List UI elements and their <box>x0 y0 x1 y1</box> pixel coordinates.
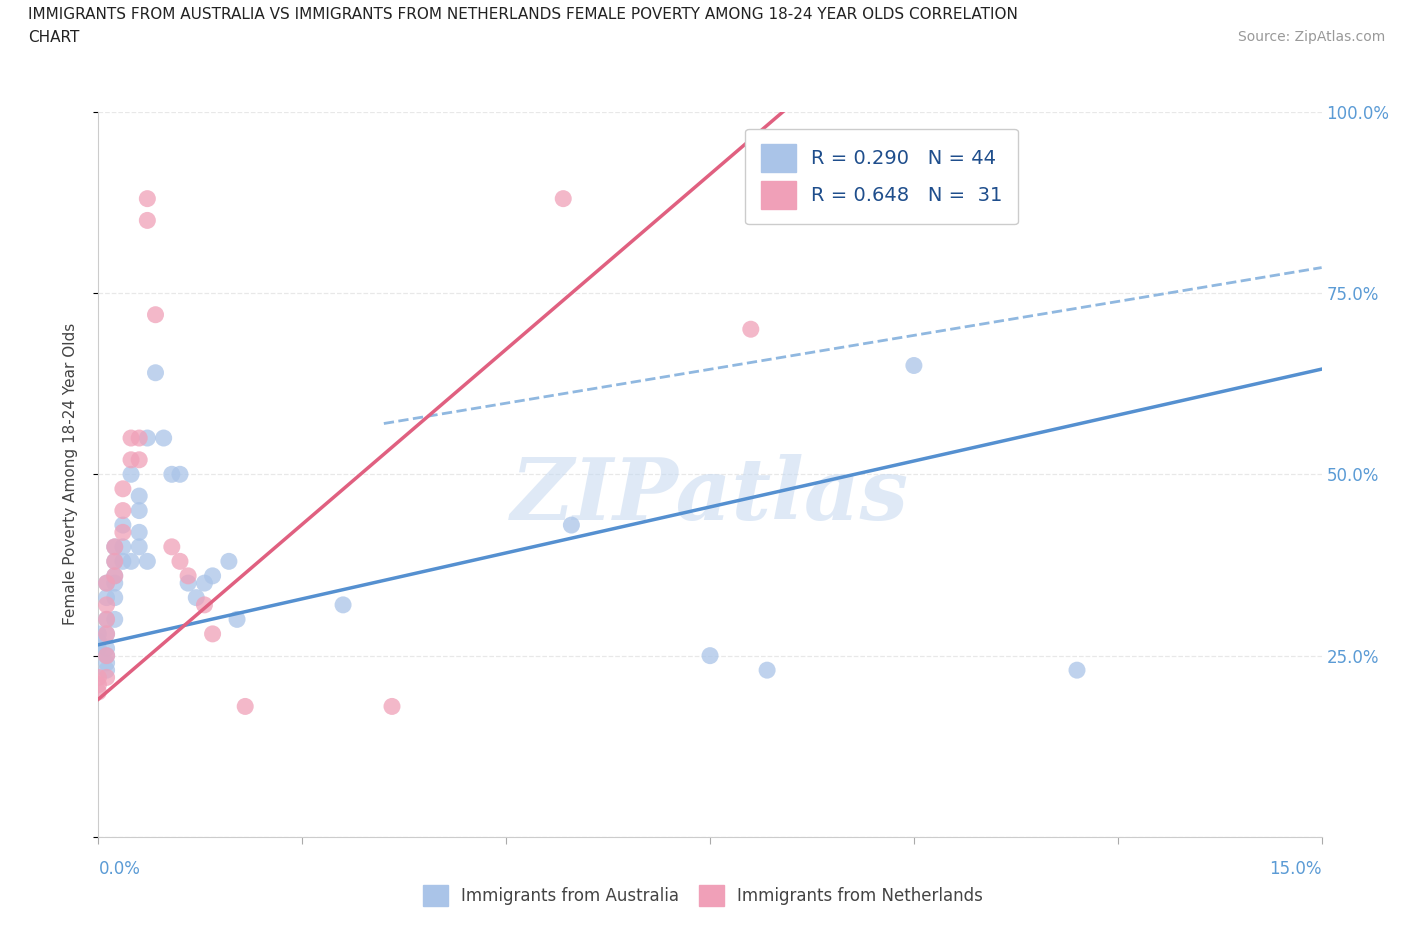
Point <box>160 539 183 554</box>
Point <box>111 503 134 518</box>
Point <box>120 467 142 482</box>
Point <box>553 192 575 206</box>
Point <box>756 663 779 678</box>
Point <box>104 612 127 627</box>
Point <box>104 568 127 583</box>
Point <box>120 431 142 445</box>
Point <box>226 612 249 627</box>
Point <box>104 568 127 583</box>
Point <box>120 452 142 467</box>
Text: ZIPatlas: ZIPatlas <box>510 455 910 538</box>
Point <box>169 467 191 482</box>
Point <box>96 627 118 642</box>
Text: IMMIGRANTS FROM AUSTRALIA VS IMMIGRANTS FROM NETHERLANDS FEMALE POVERTY AMONG 18: IMMIGRANTS FROM AUSTRALIA VS IMMIGRANTS … <box>28 7 1018 21</box>
Point <box>381 699 404 714</box>
Point <box>96 663 118 678</box>
Point <box>201 568 224 583</box>
Point <box>128 525 150 539</box>
Point <box>87 633 110 648</box>
Point <box>104 554 127 569</box>
Point <box>87 627 110 642</box>
Text: 0.0%: 0.0% <box>98 860 141 878</box>
Point <box>193 576 215 591</box>
Point <box>111 518 134 533</box>
Point <box>145 365 167 380</box>
Point <box>145 307 167 322</box>
Point <box>87 684 110 699</box>
Point <box>96 648 118 663</box>
Point <box>136 213 159 228</box>
Point <box>87 670 110 684</box>
Point <box>120 554 142 569</box>
Point <box>96 576 118 591</box>
Point <box>193 597 215 612</box>
Point <box>87 677 110 692</box>
Point <box>111 482 134 497</box>
Point <box>128 452 150 467</box>
Point <box>332 597 354 612</box>
Point <box>96 591 118 605</box>
Point <box>104 576 127 591</box>
Point <box>96 641 118 656</box>
Point <box>96 612 118 627</box>
Point <box>740 322 762 337</box>
Point <box>177 568 200 583</box>
Point <box>96 648 118 663</box>
Point <box>104 539 127 554</box>
Point <box>96 612 118 627</box>
Point <box>160 467 183 482</box>
Point <box>111 539 134 554</box>
Point <box>186 591 208 605</box>
Text: 15.0%: 15.0% <box>1270 860 1322 878</box>
Point <box>560 518 582 533</box>
Point <box>111 554 134 569</box>
Legend: Immigrants from Australia, Immigrants from Netherlands: Immigrants from Australia, Immigrants fr… <box>416 879 990 912</box>
Legend: R = 0.290   N = 44, R = 0.648   N =  31: R = 0.290 N = 44, R = 0.648 N = 31 <box>745 128 1018 224</box>
Y-axis label: Female Poverty Among 18-24 Year Olds: Female Poverty Among 18-24 Year Olds <box>63 324 77 626</box>
Point <box>111 525 134 539</box>
Point <box>96 670 118 684</box>
Point <box>136 192 159 206</box>
Point <box>128 503 150 518</box>
Point <box>96 597 118 612</box>
Point <box>218 554 240 569</box>
Point <box>169 554 191 569</box>
Point <box>699 648 721 663</box>
Point <box>903 358 925 373</box>
Point <box>96 627 118 642</box>
Point <box>152 431 174 445</box>
Point <box>104 539 127 554</box>
Point <box>128 488 150 503</box>
Point <box>128 431 150 445</box>
Point <box>128 539 150 554</box>
Point <box>136 431 159 445</box>
Point <box>96 656 118 671</box>
Point <box>177 576 200 591</box>
Point <box>87 641 110 656</box>
Point <box>1066 663 1088 678</box>
Point <box>104 591 127 605</box>
Point <box>104 554 127 569</box>
Point <box>136 554 159 569</box>
Point <box>201 627 224 642</box>
Text: Source: ZipAtlas.com: Source: ZipAtlas.com <box>1237 30 1385 44</box>
Text: CHART: CHART <box>28 30 80 45</box>
Point <box>233 699 256 714</box>
Point <box>96 576 118 591</box>
